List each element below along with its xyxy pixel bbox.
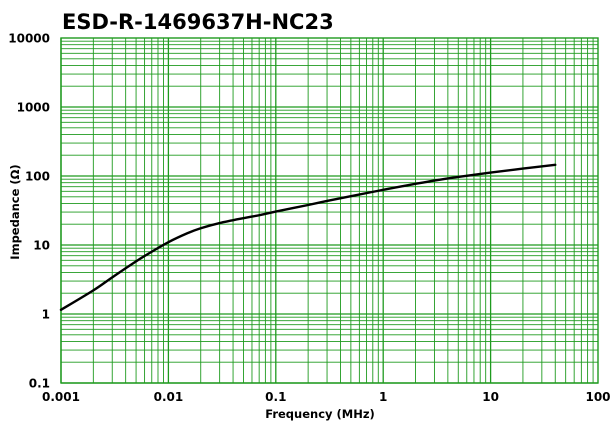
y-tick-label: 1000: [17, 101, 50, 115]
grid-lines: [60, 38, 598, 384]
x-axis-label: Frequency (MHz): [265, 407, 375, 421]
y-tick-label: 0.1: [29, 377, 50, 391]
y-axis-label: Impedance (Ω): [8, 164, 22, 259]
y-tick-label: 10: [33, 239, 50, 253]
x-tick-labels: 0.001 0.01 0.1 1 10 100: [42, 390, 611, 404]
x-tick-label: 0.001: [42, 390, 80, 404]
y-tick-label: 1: [42, 308, 50, 322]
x-tick-label: 0.01: [154, 390, 184, 404]
plot-frame: [60, 37, 599, 384]
y-tick-label: 10000: [8, 32, 50, 46]
x-tick-label: 100: [585, 390, 610, 404]
chart-title: ESD-R-1469637H-NC23: [62, 10, 334, 34]
impedance-curve: [59, 163, 557, 312]
y-tick-labels: 10000 1000 100 10 1 0.1: [8, 32, 50, 391]
x-tick-label: 10: [482, 390, 499, 404]
y-tick-label: 100: [25, 170, 50, 184]
x-tick-label: 0.1: [265, 390, 286, 404]
x-tick-label: 1: [379, 390, 387, 404]
